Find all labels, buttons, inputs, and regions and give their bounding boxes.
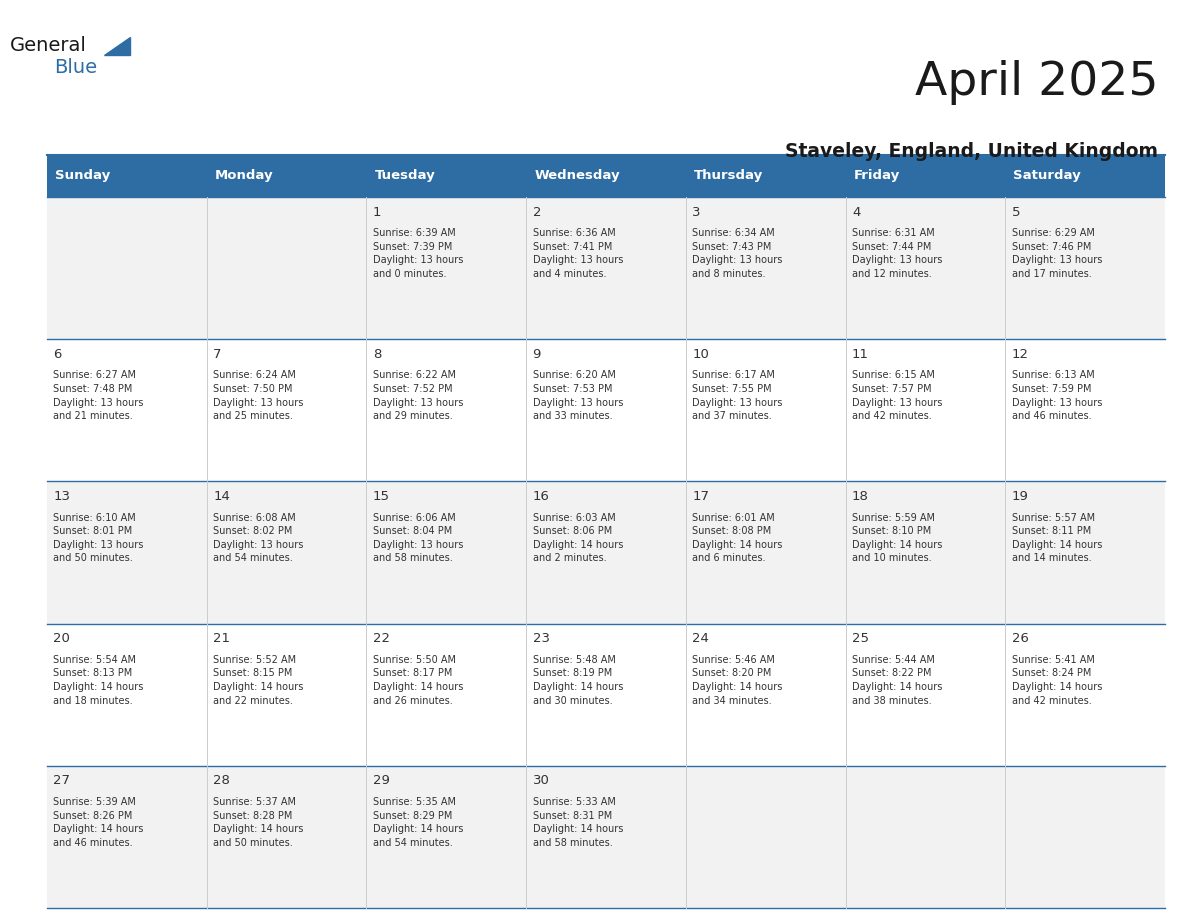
Text: Sunrise: 5:46 AM
Sunset: 8:20 PM
Daylight: 14 hours
and 34 minutes.: Sunrise: 5:46 AM Sunset: 8:20 PM Dayligh… bbox=[693, 655, 783, 706]
Text: 26: 26 bbox=[1012, 633, 1029, 645]
Text: Wednesday: Wednesday bbox=[535, 170, 620, 183]
Text: 3: 3 bbox=[693, 206, 701, 218]
Text: Sunrise: 5:57 AM
Sunset: 8:11 PM
Daylight: 14 hours
and 14 minutes.: Sunrise: 5:57 AM Sunset: 8:11 PM Dayligh… bbox=[1012, 512, 1102, 564]
Text: Sunrise: 6:10 AM
Sunset: 8:01 PM
Daylight: 13 hours
and 50 minutes.: Sunrise: 6:10 AM Sunset: 8:01 PM Dayligh… bbox=[53, 512, 144, 564]
Text: Sunrise: 5:54 AM
Sunset: 8:13 PM
Daylight: 14 hours
and 18 minutes.: Sunrise: 5:54 AM Sunset: 8:13 PM Dayligh… bbox=[53, 655, 144, 706]
Text: 23: 23 bbox=[532, 633, 550, 645]
Text: Sunrise: 6:34 AM
Sunset: 7:43 PM
Daylight: 13 hours
and 8 minutes.: Sunrise: 6:34 AM Sunset: 7:43 PM Dayligh… bbox=[693, 229, 783, 279]
Text: 14: 14 bbox=[213, 490, 230, 503]
Text: Thursday: Thursday bbox=[694, 170, 763, 183]
Text: Sunrise: 6:36 AM
Sunset: 7:41 PM
Daylight: 13 hours
and 4 minutes.: Sunrise: 6:36 AM Sunset: 7:41 PM Dayligh… bbox=[532, 229, 623, 279]
Bar bbox=[846, 155, 1005, 197]
Text: Blue: Blue bbox=[55, 58, 97, 77]
Text: 7: 7 bbox=[213, 348, 222, 361]
Text: Sunrise: 5:37 AM
Sunset: 8:28 PM
Daylight: 14 hours
and 50 minutes.: Sunrise: 5:37 AM Sunset: 8:28 PM Dayligh… bbox=[213, 797, 303, 848]
Text: 17: 17 bbox=[693, 490, 709, 503]
Text: Sunrise: 5:48 AM
Sunset: 8:19 PM
Daylight: 14 hours
and 30 minutes.: Sunrise: 5:48 AM Sunset: 8:19 PM Dayligh… bbox=[532, 655, 623, 706]
Text: 21: 21 bbox=[213, 633, 230, 645]
Text: Sunrise: 6:27 AM
Sunset: 7:48 PM
Daylight: 13 hours
and 21 minutes.: Sunrise: 6:27 AM Sunset: 7:48 PM Dayligh… bbox=[53, 371, 144, 421]
Bar bbox=[48, 339, 1165, 481]
Text: April 2025: April 2025 bbox=[915, 60, 1158, 105]
Text: Sunrise: 6:17 AM
Sunset: 7:55 PM
Daylight: 13 hours
and 37 minutes.: Sunrise: 6:17 AM Sunset: 7:55 PM Dayligh… bbox=[693, 371, 783, 421]
Text: Sunrise: 6:08 AM
Sunset: 8:02 PM
Daylight: 13 hours
and 54 minutes.: Sunrise: 6:08 AM Sunset: 8:02 PM Dayligh… bbox=[213, 512, 303, 564]
Text: 2: 2 bbox=[532, 206, 541, 218]
Text: 16: 16 bbox=[532, 490, 549, 503]
Text: 18: 18 bbox=[852, 490, 868, 503]
Text: General: General bbox=[10, 36, 87, 55]
Text: Sunrise: 6:20 AM
Sunset: 7:53 PM
Daylight: 13 hours
and 33 minutes.: Sunrise: 6:20 AM Sunset: 7:53 PM Dayligh… bbox=[532, 371, 623, 421]
Text: 22: 22 bbox=[373, 633, 390, 645]
Bar bbox=[48, 623, 1165, 766]
Text: Sunrise: 6:39 AM
Sunset: 7:39 PM
Daylight: 13 hours
and 0 minutes.: Sunrise: 6:39 AM Sunset: 7:39 PM Dayligh… bbox=[373, 229, 463, 279]
Text: Sunrise: 5:44 AM
Sunset: 8:22 PM
Daylight: 14 hours
and 38 minutes.: Sunrise: 5:44 AM Sunset: 8:22 PM Dayligh… bbox=[852, 655, 942, 706]
Text: 4: 4 bbox=[852, 206, 860, 218]
Bar bbox=[48, 481, 1165, 623]
Text: 29: 29 bbox=[373, 774, 390, 788]
Text: Saturday: Saturday bbox=[1013, 170, 1081, 183]
Text: Sunrise: 6:31 AM
Sunset: 7:44 PM
Daylight: 13 hours
and 12 minutes.: Sunrise: 6:31 AM Sunset: 7:44 PM Dayligh… bbox=[852, 229, 942, 279]
Text: 13: 13 bbox=[53, 490, 70, 503]
Text: Friday: Friday bbox=[853, 170, 899, 183]
Text: 6: 6 bbox=[53, 348, 62, 361]
Text: 15: 15 bbox=[373, 490, 390, 503]
Text: 30: 30 bbox=[532, 774, 549, 788]
Bar bbox=[48, 155, 207, 197]
Text: Sunrise: 6:13 AM
Sunset: 7:59 PM
Daylight: 13 hours
and 46 minutes.: Sunrise: 6:13 AM Sunset: 7:59 PM Dayligh… bbox=[1012, 371, 1102, 421]
Text: Sunrise: 6:03 AM
Sunset: 8:06 PM
Daylight: 14 hours
and 2 minutes.: Sunrise: 6:03 AM Sunset: 8:06 PM Dayligh… bbox=[532, 512, 623, 564]
Text: Sunday: Sunday bbox=[55, 170, 110, 183]
Text: 8: 8 bbox=[373, 348, 381, 361]
Text: Sunrise: 6:22 AM
Sunset: 7:52 PM
Daylight: 13 hours
and 29 minutes.: Sunrise: 6:22 AM Sunset: 7:52 PM Dayligh… bbox=[373, 371, 463, 421]
Polygon shape bbox=[103, 37, 129, 55]
Text: Sunrise: 5:35 AM
Sunset: 8:29 PM
Daylight: 14 hours
and 54 minutes.: Sunrise: 5:35 AM Sunset: 8:29 PM Dayligh… bbox=[373, 797, 463, 848]
Text: 9: 9 bbox=[532, 348, 541, 361]
Bar bbox=[48, 766, 1165, 908]
Bar bbox=[1005, 155, 1165, 197]
Text: 24: 24 bbox=[693, 633, 709, 645]
Bar bbox=[207, 155, 366, 197]
Bar bbox=[685, 155, 846, 197]
Text: 5: 5 bbox=[1012, 206, 1020, 218]
Text: 11: 11 bbox=[852, 348, 868, 361]
Bar bbox=[526, 155, 685, 197]
Text: 27: 27 bbox=[53, 774, 70, 788]
Text: Sunrise: 6:06 AM
Sunset: 8:04 PM
Daylight: 13 hours
and 58 minutes.: Sunrise: 6:06 AM Sunset: 8:04 PM Dayligh… bbox=[373, 512, 463, 564]
Text: 10: 10 bbox=[693, 348, 709, 361]
Text: 28: 28 bbox=[213, 774, 230, 788]
Text: Sunrise: 5:59 AM
Sunset: 8:10 PM
Daylight: 14 hours
and 10 minutes.: Sunrise: 5:59 AM Sunset: 8:10 PM Dayligh… bbox=[852, 512, 942, 564]
Text: Sunrise: 5:33 AM
Sunset: 8:31 PM
Daylight: 14 hours
and 58 minutes.: Sunrise: 5:33 AM Sunset: 8:31 PM Dayligh… bbox=[532, 797, 623, 848]
Text: Sunrise: 6:29 AM
Sunset: 7:46 PM
Daylight: 13 hours
and 17 minutes.: Sunrise: 6:29 AM Sunset: 7:46 PM Dayligh… bbox=[1012, 229, 1102, 279]
Text: 20: 20 bbox=[53, 633, 70, 645]
Text: Sunrise: 6:24 AM
Sunset: 7:50 PM
Daylight: 13 hours
and 25 minutes.: Sunrise: 6:24 AM Sunset: 7:50 PM Dayligh… bbox=[213, 371, 303, 421]
Text: Tuesday: Tuesday bbox=[374, 170, 435, 183]
Text: Sunrise: 5:52 AM
Sunset: 8:15 PM
Daylight: 14 hours
and 22 minutes.: Sunrise: 5:52 AM Sunset: 8:15 PM Dayligh… bbox=[213, 655, 303, 706]
Text: Sunrise: 5:50 AM
Sunset: 8:17 PM
Daylight: 14 hours
and 26 minutes.: Sunrise: 5:50 AM Sunset: 8:17 PM Dayligh… bbox=[373, 655, 463, 706]
Text: Staveley, England, United Kingdom: Staveley, England, United Kingdom bbox=[785, 142, 1158, 162]
Text: 1: 1 bbox=[373, 206, 381, 218]
Text: Sunrise: 5:41 AM
Sunset: 8:24 PM
Daylight: 14 hours
and 42 minutes.: Sunrise: 5:41 AM Sunset: 8:24 PM Dayligh… bbox=[1012, 655, 1102, 706]
Text: Sunrise: 6:15 AM
Sunset: 7:57 PM
Daylight: 13 hours
and 42 minutes.: Sunrise: 6:15 AM Sunset: 7:57 PM Dayligh… bbox=[852, 371, 942, 421]
Text: Sunrise: 6:01 AM
Sunset: 8:08 PM
Daylight: 14 hours
and 6 minutes.: Sunrise: 6:01 AM Sunset: 8:08 PM Dayligh… bbox=[693, 512, 783, 564]
Text: 25: 25 bbox=[852, 633, 868, 645]
Text: Monday: Monday bbox=[215, 170, 273, 183]
Text: 12: 12 bbox=[1012, 348, 1029, 361]
Text: Sunrise: 5:39 AM
Sunset: 8:26 PM
Daylight: 14 hours
and 46 minutes.: Sunrise: 5:39 AM Sunset: 8:26 PM Dayligh… bbox=[53, 797, 144, 848]
Bar bbox=[48, 197, 1165, 339]
Text: 19: 19 bbox=[1012, 490, 1029, 503]
Bar bbox=[366, 155, 526, 197]
